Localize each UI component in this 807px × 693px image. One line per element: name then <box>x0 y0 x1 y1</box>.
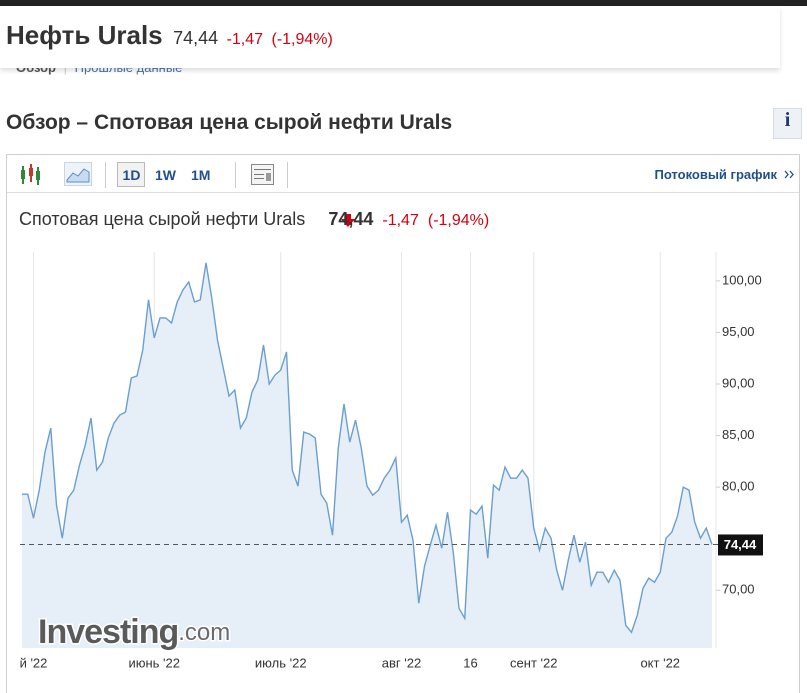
candle-icon <box>21 164 40 185</box>
y-tick-label: 95,00 <box>722 324 755 339</box>
y-tick-label: 90,00 <box>722 375 755 390</box>
section-title: Обзор – Спотовая цена сырой нефти Urals <box>6 111 453 134</box>
price: 74,44 <box>173 28 219 48</box>
table-icon <box>251 164 274 185</box>
last-price-box <box>718 534 763 556</box>
watermark-brand: Investing <box>38 613 178 651</box>
chart-change: -1,47 <box>382 212 419 229</box>
period-button[interactable]: 1D <box>122 167 141 183</box>
watermark: Investing.com <box>38 613 230 651</box>
x-tick-label: окт '22 <box>640 655 680 670</box>
y-tick-label: 70,00 <box>722 582 755 597</box>
change-percent: (-1,94%) <box>271 31 333 48</box>
chevron-icon <box>784 170 794 179</box>
x-tick-label: 16 <box>463 655 477 670</box>
header: Нефть Urals 74,44 -1,47 (-1,94%) <box>0 6 780 68</box>
watermark-suffix: .com <box>178 619 230 646</box>
last-price-label: 74,44 <box>724 537 757 552</box>
change: -1,47 <box>226 31 264 48</box>
period-button[interactable]: 1M <box>191 167 211 183</box>
period-button[interactable]: 1W <box>155 167 176 183</box>
x-tick-label: июнь '22 <box>128 655 180 670</box>
line-icon <box>64 162 92 186</box>
x-tick-label: авг '22 <box>382 655 421 670</box>
instrument-title: Нефть Urals <box>6 20 163 50</box>
stream-link[interactable]: Потоковый график <box>654 167 777 182</box>
chart-change-percent: (-1,94%) <box>427 212 490 229</box>
period-selected <box>117 162 145 187</box>
x-tick-label: й '22 <box>20 655 48 670</box>
chart-price: 74,44 <box>328 209 374 229</box>
info-button[interactable]: i <box>773 108 802 139</box>
x-tick-label: июль '22 <box>255 655 307 670</box>
y-tick-label: 100,00 <box>722 272 762 287</box>
chart-title: Спотовая цена сырой нефти Urals <box>19 209 306 229</box>
top-bar <box>0 0 807 6</box>
y-tick-label: 85,00 <box>722 427 755 442</box>
price-line <box>22 262 713 634</box>
x-tick-label: сент '22 <box>510 655 557 670</box>
chart-header: Спотовая цена сырой нефти Urals 74,44 -1… <box>19 209 489 230</box>
y-tick-label: 80,00 <box>722 479 755 494</box>
down-arrow-icon <box>341 214 355 227</box>
